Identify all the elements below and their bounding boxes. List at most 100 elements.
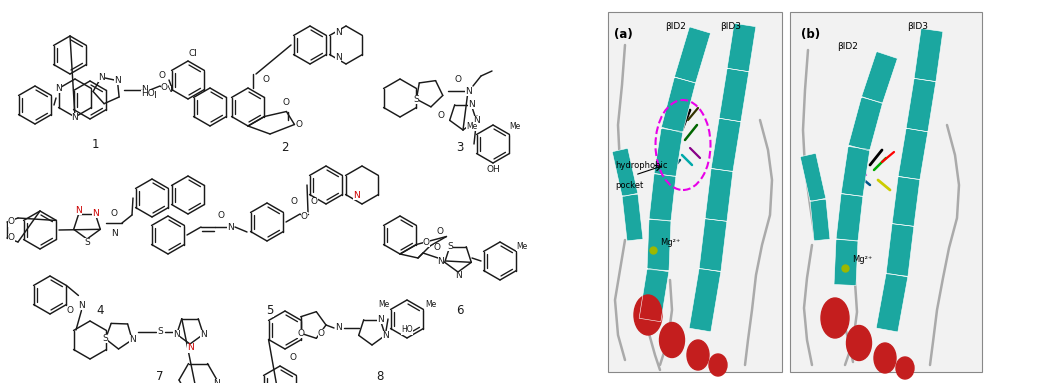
Polygon shape [876, 273, 908, 332]
Text: βID3: βID3 [720, 22, 741, 31]
Text: N: N [334, 53, 342, 62]
Text: N: N [468, 100, 475, 109]
Ellipse shape [659, 322, 685, 357]
Text: (a): (a) [614, 28, 633, 41]
Text: O: O [7, 234, 15, 242]
Polygon shape [622, 194, 643, 241]
Text: 6: 6 [456, 303, 463, 316]
Text: 2: 2 [281, 141, 289, 154]
Text: pocket: pocket [615, 180, 643, 190]
Polygon shape [699, 219, 727, 271]
Text: N: N [334, 28, 342, 37]
Polygon shape [613, 148, 638, 197]
Text: N: N [335, 324, 343, 332]
Text: Me: Me [509, 122, 521, 131]
Text: O: O [297, 329, 304, 338]
Polygon shape [849, 97, 882, 151]
Bar [600, 0, 1058, 380]
Polygon shape [661, 77, 696, 133]
Text: 4: 4 [96, 303, 104, 316]
Text: O: O [310, 198, 317, 206]
Text: N: N [382, 331, 388, 340]
Polygon shape [705, 169, 733, 221]
Polygon shape [861, 52, 897, 103]
Polygon shape [654, 128, 682, 177]
Text: N: N [226, 223, 234, 231]
Text: O: O [438, 111, 444, 121]
Text: O: O [317, 329, 325, 338]
Polygon shape [689, 268, 720, 332]
Text: O: O [218, 211, 224, 219]
Ellipse shape [634, 295, 662, 335]
Text: βID2: βID2 [665, 22, 686, 31]
Text: Me: Me [378, 300, 389, 309]
Text: N: N [92, 209, 98, 218]
Text: 5: 5 [267, 303, 274, 316]
Polygon shape [887, 224, 914, 276]
Polygon shape [906, 78, 936, 132]
Text: O: O [422, 239, 430, 247]
Bar [790, 12, 982, 372]
Text: 8: 8 [377, 370, 384, 383]
Text: O: O [161, 83, 167, 93]
Polygon shape [800, 153, 826, 202]
Text: O: O [296, 120, 303, 129]
Bar [608, 12, 782, 372]
Text: N: N [111, 229, 117, 237]
Text: N: N [473, 116, 479, 125]
Text: Mg²⁺: Mg²⁺ [852, 255, 873, 265]
Text: N: N [186, 344, 194, 352]
Polygon shape [892, 177, 919, 226]
Text: N: N [129, 335, 135, 344]
Text: S: S [85, 239, 90, 247]
Text: S: S [446, 242, 453, 251]
Text: O: O [159, 72, 165, 80]
Text: O: O [290, 352, 296, 362]
Text: N: N [165, 85, 171, 95]
Ellipse shape [709, 354, 727, 376]
Text: Cl: Cl [188, 49, 198, 57]
Text: S: S [158, 327, 163, 337]
Text: βID2: βID2 [837, 42, 858, 51]
Polygon shape [836, 194, 863, 241]
Polygon shape [914, 28, 943, 82]
Text: N: N [72, 113, 78, 121]
Polygon shape [649, 174, 676, 221]
Text: O: O [262, 75, 270, 85]
Text: N: N [55, 84, 62, 93]
Ellipse shape [896, 357, 914, 379]
Text: HO: HO [401, 326, 413, 334]
Text: O: O [455, 75, 461, 85]
Polygon shape [639, 268, 669, 322]
Polygon shape [810, 199, 829, 241]
Text: N: N [75, 206, 83, 215]
Polygon shape [834, 239, 858, 285]
Text: N: N [98, 73, 105, 82]
Polygon shape [727, 23, 755, 72]
Ellipse shape [821, 298, 849, 338]
Text: 7: 7 [157, 370, 164, 383]
Text: O: O [110, 208, 117, 218]
Text: O: O [437, 227, 443, 236]
Text: N: N [142, 85, 148, 95]
Ellipse shape [687, 340, 709, 370]
Text: hydrophobic: hydrophobic [615, 160, 668, 170]
Ellipse shape [874, 343, 896, 373]
Ellipse shape [846, 326, 872, 360]
Polygon shape [647, 219, 671, 270]
Text: N: N [464, 87, 472, 95]
Text: HO: HO [142, 90, 156, 98]
Text: N: N [200, 330, 206, 339]
Text: βID3: βID3 [907, 22, 928, 31]
Text: N: N [148, 92, 156, 100]
Text: N: N [377, 315, 384, 324]
Text: N: N [78, 301, 85, 310]
Polygon shape [898, 128, 928, 180]
Text: Mg²⁺: Mg²⁺ [660, 237, 680, 247]
Text: O: O [282, 98, 290, 107]
Text: O: O [434, 244, 440, 252]
Text: O: O [291, 198, 297, 206]
Polygon shape [841, 146, 870, 196]
Text: N: N [174, 330, 180, 339]
Text: 3: 3 [456, 141, 463, 154]
